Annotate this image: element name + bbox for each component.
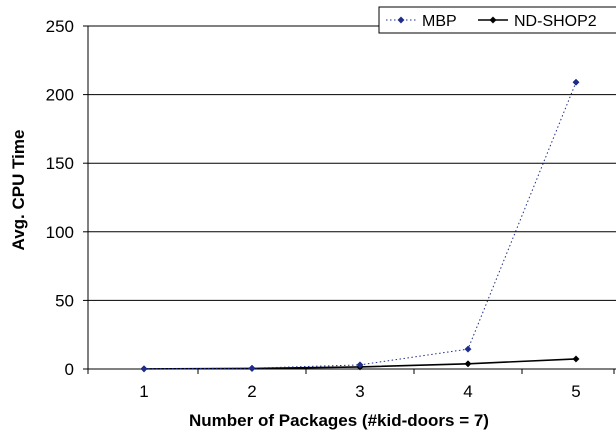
axes (83, 26, 616, 374)
data-point-nd-shop2 (573, 356, 579, 362)
legend-label-nd-shop2: ND-SHOP2 (514, 13, 597, 30)
x-tick-label: 3 (355, 382, 364, 401)
data-point-nd-shop2 (465, 361, 471, 367)
x-tick-label: 2 (247, 382, 256, 401)
y-tick-label: 250 (46, 17, 74, 36)
x-tick-labels: 1 2 3 4 5 (139, 382, 580, 401)
y-tick-label: 50 (55, 291, 74, 310)
y-tick-label: 100 (46, 223, 74, 242)
series-line-mbp (144, 82, 576, 369)
gridlines (88, 26, 616, 300)
x-axis-title: Number of Packages (#kid-doors = 7) (189, 411, 489, 430)
data-point-mbp (465, 346, 471, 352)
y-tick-label: 200 (46, 86, 74, 105)
y-tick-label: 0 (65, 360, 74, 379)
series-layer (141, 79, 579, 372)
x-tick-label: 5 (571, 382, 580, 401)
legend-label-mbp: MBP (422, 13, 457, 30)
y-tick-labels: 0 50 100 150 200 250 (46, 17, 74, 379)
legend: MBP ND-SHOP2 (379, 7, 616, 33)
x-tick-label: 4 (463, 382, 472, 401)
data-point-mbp (573, 79, 579, 85)
data-point-mbp (141, 366, 147, 372)
x-tick-label: 1 (139, 382, 148, 401)
y-axis-title: Avg. CPU Time (9, 130, 28, 251)
data-point-mbp (249, 365, 255, 371)
y-tick-label: 150 (46, 154, 74, 173)
